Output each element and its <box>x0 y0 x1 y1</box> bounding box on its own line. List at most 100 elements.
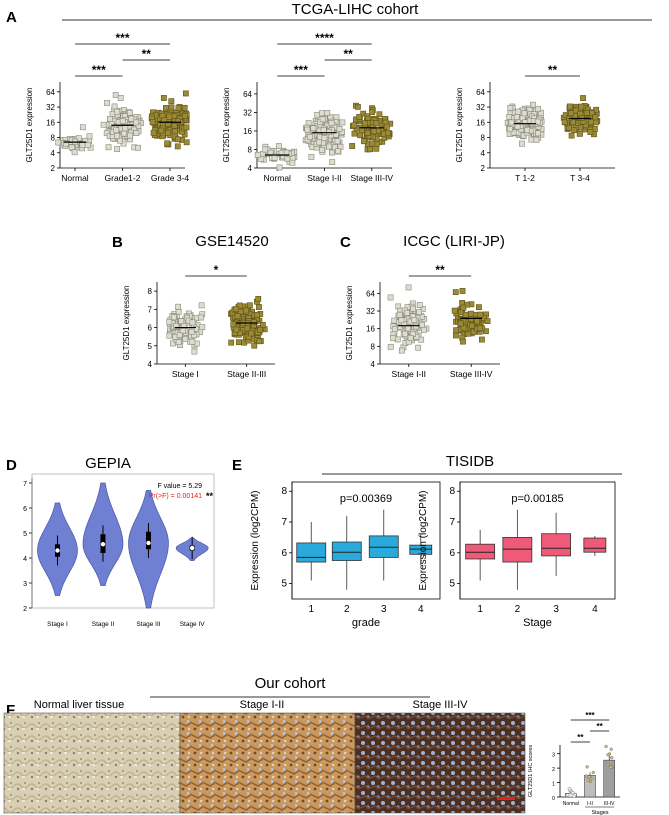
chart-e1-pvalue: p=0.00369 <box>340 493 392 505</box>
chart-c-point <box>479 336 485 343</box>
chart-f-point <box>606 763 610 767</box>
chart-a2-point <box>385 130 391 136</box>
chart-a1-point <box>75 135 82 142</box>
chart-f-bar <box>584 775 596 798</box>
chart-a3-xtick-label: T 3-4 <box>570 173 590 183</box>
chart-a3-point <box>592 114 599 121</box>
chart-a1-point <box>168 104 175 111</box>
chart-a3-point <box>533 136 540 143</box>
chart-c-point <box>387 294 394 301</box>
chart-e2-pvalue: p=0.00185 <box>511 493 563 505</box>
chart-a1-point <box>171 128 178 135</box>
chart-a1-ytick-label: 32 <box>46 103 55 112</box>
chart-b-point <box>189 338 196 345</box>
chart-a3-sig-label: ** <box>548 63 558 77</box>
chart-a3-point <box>578 103 585 110</box>
chart-c-point <box>391 326 398 333</box>
chart-b-ytick-label: 5 <box>148 342 153 351</box>
chart-a2-point <box>308 154 315 160</box>
chart-f-point <box>588 779 593 784</box>
chart-a1-xtick-label: Grade1-2 <box>105 173 141 183</box>
chart-e2-box <box>583 537 607 553</box>
chart-a2-sig-label: **** <box>315 31 334 45</box>
chart-b-ytick-label: 4 <box>148 360 153 369</box>
chart-a1-point <box>63 140 69 147</box>
chart-e1-ytick-label: 6 <box>281 548 287 559</box>
chart-b-xtick-label: Stage I <box>172 369 199 379</box>
chart-a2-point <box>384 123 390 130</box>
chart-b-point <box>166 332 173 339</box>
chart-e2-ytick-label: 7 <box>449 517 455 528</box>
chart-a3-point <box>528 136 535 143</box>
chart-e2-xtick-label: 3 <box>553 604 559 615</box>
chart-a3-point <box>524 127 531 133</box>
chart-c-point <box>391 317 398 324</box>
chart-b-point <box>170 340 176 347</box>
chart-a2-ytick-label: 16 <box>243 127 252 136</box>
chart-c-point <box>387 343 394 350</box>
chart-c-point <box>476 304 482 311</box>
chart-c-point <box>477 311 484 318</box>
chart-c-point <box>390 335 396 342</box>
chart-c-point <box>469 322 475 329</box>
chart-a1-point <box>163 105 169 111</box>
chart-a2-point <box>358 127 365 134</box>
chart-a3-ytick-label: 8 <box>481 134 486 143</box>
chart-a3-point <box>569 119 576 126</box>
chart-e2-ytick-label: 5 <box>449 579 455 590</box>
chart-a3-point <box>593 106 599 113</box>
chart-e2-box <box>502 537 533 563</box>
chart-a1-point <box>174 118 181 125</box>
chart-d-median-dot <box>55 548 60 553</box>
chart-c-point <box>464 301 471 308</box>
chart-a1-point <box>107 115 113 122</box>
panel-label-e: E <box>232 457 242 474</box>
chart-f-point <box>604 744 608 749</box>
chart-a2-xtick-label: Stage I-II <box>307 173 342 183</box>
chart-d-xtick-label: Stage IV <box>180 621 206 628</box>
chart-a3-ytick-label: 4 <box>481 149 486 158</box>
chart-f-xtick-label: Normal <box>563 801 579 807</box>
chart-a2-point <box>324 110 331 116</box>
chart-d-ytick-label: 6 <box>23 506 27 513</box>
chart-a3-point <box>514 123 521 130</box>
chart-e1-y-axis-label: Expression (log2CPM) <box>250 490 261 590</box>
chart-b-point <box>198 314 204 321</box>
chart-a3-point <box>506 114 513 120</box>
chart-a2-point <box>351 130 358 137</box>
chart-a3-point <box>593 119 599 126</box>
chart-a1-point <box>79 142 86 149</box>
chart-a3-point <box>571 127 578 133</box>
chart-a2-point <box>356 113 363 120</box>
chart-a1-point <box>100 121 107 128</box>
chart-a1-point <box>149 119 156 125</box>
chart-a3-point <box>508 119 515 126</box>
chart-a2-point <box>373 120 380 127</box>
chart-f-point <box>590 776 594 780</box>
chart-c-xtick-label: Stage III-IV <box>450 369 493 379</box>
chart-e2-y-axis-label: Expression (log2CPM) <box>418 490 429 590</box>
chart-a1-y-axis-label: GLT25D1 expression <box>25 88 34 163</box>
chart-d-ytick-label: 7 <box>23 481 27 488</box>
chart-f-point <box>585 765 589 769</box>
chart-d-xtick-label: Stage II <box>92 621 115 628</box>
chart-a2-point <box>271 154 278 161</box>
chart-a2-point <box>306 134 313 140</box>
chart-c-point <box>462 311 469 318</box>
chart-a1-point <box>174 136 181 143</box>
chart-d-ytick-label: 5 <box>23 531 27 538</box>
chart-a1-point <box>127 109 133 116</box>
chart-a2-point <box>276 164 283 171</box>
chart-c-point <box>474 318 480 325</box>
chart-a1-point <box>182 90 189 97</box>
chart-e1-frame <box>291 481 441 600</box>
chart-a2-point <box>336 125 343 132</box>
chart-a1-point <box>114 146 121 152</box>
ihc-image-stage-iii-iv <box>354 712 526 814</box>
chart-b-xtick-label: Stage II-III <box>227 369 266 379</box>
chart-b-point <box>256 304 262 310</box>
chart-a3-ytick-label: 16 <box>476 118 485 127</box>
panel-label-c: C <box>340 234 351 251</box>
chart-a2-point <box>331 144 338 151</box>
chart-f-point <box>567 787 571 791</box>
